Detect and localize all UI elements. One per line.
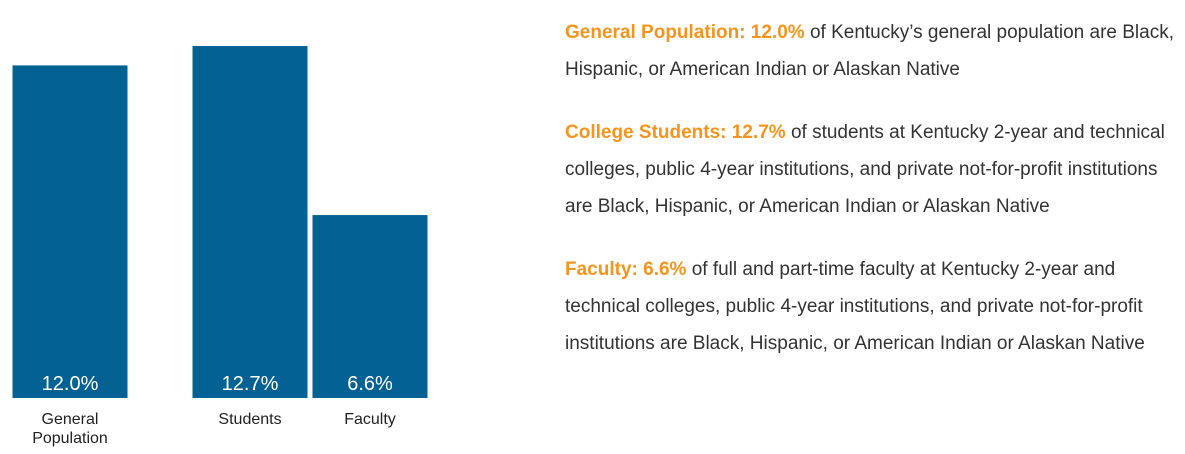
annotation: College Students: 12.7% of students at K… bbox=[565, 114, 1177, 225]
value-label: 12.7% bbox=[222, 373, 279, 395]
bar bbox=[192, 46, 308, 398]
x-tick-label: General Population bbox=[32, 411, 108, 447]
x-tick-label: Students bbox=[218, 411, 282, 428]
value-label: 12.0% bbox=[42, 373, 99, 395]
annotation: General Population: 12.0% of Kentucky’s … bbox=[565, 14, 1177, 88]
bar bbox=[12, 65, 128, 398]
chart: 12.0% 12.7% 6.6% bbox=[12, 46, 428, 398]
annotation: Faculty: 6.6% of full and part-time facu… bbox=[565, 251, 1177, 362]
annotation-lead: College Students: 12.7% bbox=[565, 122, 786, 143]
bar bbox=[312, 215, 428, 398]
annotation-text: of students at Kentucky 2-year and techn… bbox=[565, 122, 1165, 217]
annotations: General Population: 12.0% of Kentucky’s … bbox=[565, 14, 1177, 388]
annotation-lead: General Population: 12.0% bbox=[565, 22, 805, 43]
annotation-text: of Kentucky’s general population are Bla… bbox=[565, 22, 1174, 80]
annotation-text: of full and part-time faculty at Kentuck… bbox=[565, 259, 1145, 354]
x-tick-label: Faculty bbox=[344, 411, 396, 428]
annotation-lead: Faculty: 6.6% bbox=[565, 259, 687, 280]
value-label: 6.6% bbox=[347, 373, 393, 395]
